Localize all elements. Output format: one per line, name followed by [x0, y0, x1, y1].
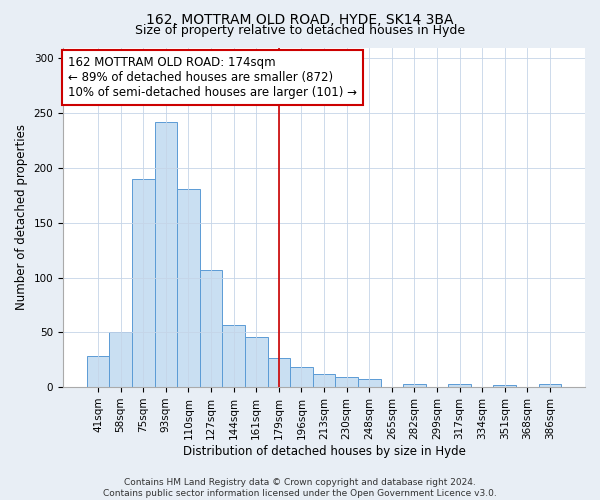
Bar — [290, 368, 313, 387]
Bar — [223, 324, 245, 387]
Y-axis label: Number of detached properties: Number of detached properties — [15, 124, 28, 310]
Bar — [132, 179, 155, 387]
Bar — [268, 358, 290, 387]
Bar — [448, 384, 471, 387]
Bar — [335, 377, 358, 387]
Bar — [155, 122, 177, 387]
Bar — [358, 380, 380, 387]
Bar — [200, 270, 223, 387]
Bar — [109, 332, 132, 387]
Bar — [177, 189, 200, 387]
Text: 162, MOTTRAM OLD ROAD, HYDE, SK14 3BA: 162, MOTTRAM OLD ROAD, HYDE, SK14 3BA — [146, 12, 454, 26]
X-axis label: Distribution of detached houses by size in Hyde: Distribution of detached houses by size … — [182, 444, 466, 458]
Bar — [403, 384, 425, 387]
Bar — [493, 385, 516, 387]
Bar — [539, 384, 561, 387]
Bar — [245, 336, 268, 387]
Text: Size of property relative to detached houses in Hyde: Size of property relative to detached ho… — [135, 24, 465, 37]
Text: Contains HM Land Registry data © Crown copyright and database right 2024.
Contai: Contains HM Land Registry data © Crown c… — [103, 478, 497, 498]
Bar — [313, 374, 335, 387]
Bar — [87, 356, 109, 387]
Text: 162 MOTTRAM OLD ROAD: 174sqm
← 89% of detached houses are smaller (872)
10% of s: 162 MOTTRAM OLD ROAD: 174sqm ← 89% of de… — [68, 56, 357, 99]
